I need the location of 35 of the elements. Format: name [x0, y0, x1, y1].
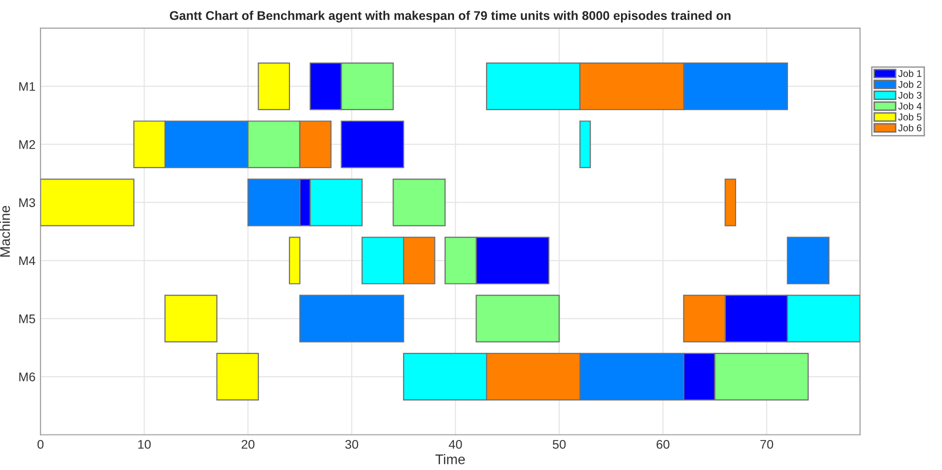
bar [340, 120, 404, 168]
bar [786, 236, 830, 284]
chart-title: Gantt Chart of Benchmark agent with makespan of 79 time units with 8000 episodes trained on [170, 10, 730, 23]
x-tick-label: 10 [138, 440, 151, 449]
bar [299, 294, 404, 342]
legend-label: Job 6 [898, 124, 922, 132]
x-axis-title: Time [435, 454, 465, 464]
bar [288, 236, 300, 284]
bar [216, 352, 259, 400]
y-tick-label: M4 [19, 256, 36, 266]
y-tick-label: M2 [19, 140, 36, 149]
bar [164, 294, 218, 342]
y-tick-label: M1 [19, 82, 36, 91]
legend-label: Job 2 [898, 80, 922, 88]
bar [579, 120, 591, 168]
y-tick-label: M3 [19, 198, 36, 208]
bar [392, 178, 446, 226]
bar [724, 178, 736, 226]
legend-label: Job 4 [898, 102, 922, 110]
y-tick-label: M6 [19, 372, 36, 382]
x-tick-label: 0 [38, 440, 44, 449]
x-tick-label: 60 [656, 440, 670, 449]
x-tick-label: 70 [760, 440, 774, 449]
x-tick-label: 30 [345, 440, 358, 449]
y-axis-title: Machine [0, 206, 10, 257]
bar [476, 294, 560, 342]
legend-label: Job 5 [898, 113, 922, 120]
legend-label: Job 1 [898, 70, 922, 77]
bar [40, 178, 134, 226]
legend-label: Job 3 [898, 92, 922, 99]
x-tick-label: 20 [242, 440, 254, 449]
x-tick-label: 50 [552, 440, 566, 449]
x-tick-label: 40 [448, 440, 462, 449]
bar [258, 62, 290, 110]
y-tick-label: M5 [19, 314, 36, 324]
